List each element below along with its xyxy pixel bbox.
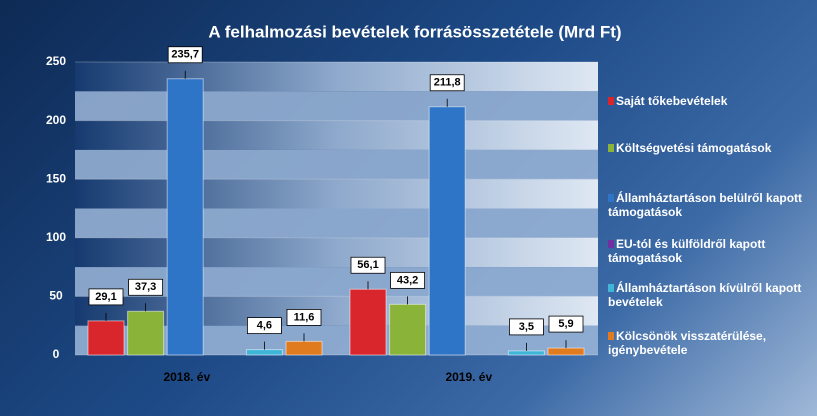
legend-item: Államháztartáson belülről kapott támogat… (608, 191, 803, 219)
data-label: 43,2 (397, 274, 418, 286)
band (75, 62, 598, 92)
data-label: 235,7 (171, 49, 199, 61)
bar (285, 340, 323, 356)
legend-label: EU-tól és külföldről kapott támogatások (608, 237, 766, 265)
band (75, 208, 598, 238)
band (75, 120, 598, 150)
y-tick-label: 200 (46, 113, 66, 127)
y-tick-label: 50 (49, 289, 63, 303)
label-box (390, 271, 426, 289)
legend-item: Kölcsönök visszatérülése, igénybevétele (608, 329, 803, 357)
legend-item: Költségvetési támogatások (608, 141, 803, 155)
legend-label: Költségvetési támogatások (616, 141, 772, 155)
bar (245, 349, 283, 356)
band (75, 91, 598, 121)
bar (349, 288, 387, 356)
label-box (167, 46, 203, 64)
label-box (88, 288, 124, 306)
data-label: 5,9 (558, 318, 573, 330)
legend-swatch (608, 332, 614, 340)
y-tick-label: 100 (46, 230, 66, 244)
label-box (508, 318, 544, 336)
legend-label: Államháztartáson kívülről kapott bevétel… (608, 281, 802, 309)
legend-swatch (608, 284, 614, 292)
band (75, 179, 598, 209)
bar (166, 78, 204, 356)
bar (389, 303, 427, 356)
y-tick-label: 250 (46, 54, 66, 68)
legend-swatch (608, 97, 614, 105)
y-tick-label: 0 (53, 347, 60, 361)
label-box (350, 256, 386, 274)
x-tick-label: 2018. év (163, 370, 210, 384)
legend-item: Saját tőkebevételek (608, 94, 803, 108)
band (75, 149, 598, 180)
label-box (128, 278, 164, 296)
bar (547, 347, 585, 356)
label-box (429, 74, 465, 92)
legend-item: Államháztartáson kívülről kapott bevétel… (608, 281, 803, 309)
legend-swatch (608, 144, 614, 152)
label-box (286, 309, 322, 326)
data-label: 56,1 (357, 259, 378, 271)
bar (428, 106, 466, 356)
bar (87, 320, 125, 356)
band (75, 237, 598, 268)
bar (507, 350, 545, 356)
legend-item: EU-tól és külföldről kapott támogatások (608, 237, 803, 265)
data-label: 11,6 (294, 311, 315, 323)
x-tick-label: 2019. év (445, 370, 492, 384)
label-box (548, 315, 584, 333)
legend-swatch (608, 194, 614, 202)
chart-title: A felhalmozási bevételek forrásösszetéte… (208, 22, 621, 41)
legend-swatch (608, 240, 614, 248)
data-label: 3,5 (519, 321, 534, 333)
legend-label: Államháztartáson belülről kapott támogat… (608, 191, 803, 219)
legend-label: Saját tőkebevételek (616, 94, 728, 108)
bar (127, 310, 165, 356)
label-box (246, 317, 282, 335)
data-label: 37,3 (135, 281, 156, 293)
data-label: 29,1 (95, 291, 116, 303)
data-label: 4,6 (257, 320, 272, 332)
y-tick-label: 150 (46, 171, 66, 185)
data-label: 211,8 (434, 77, 461, 89)
legend-label: Kölcsönök visszatérülése, igénybevétele (608, 329, 767, 357)
